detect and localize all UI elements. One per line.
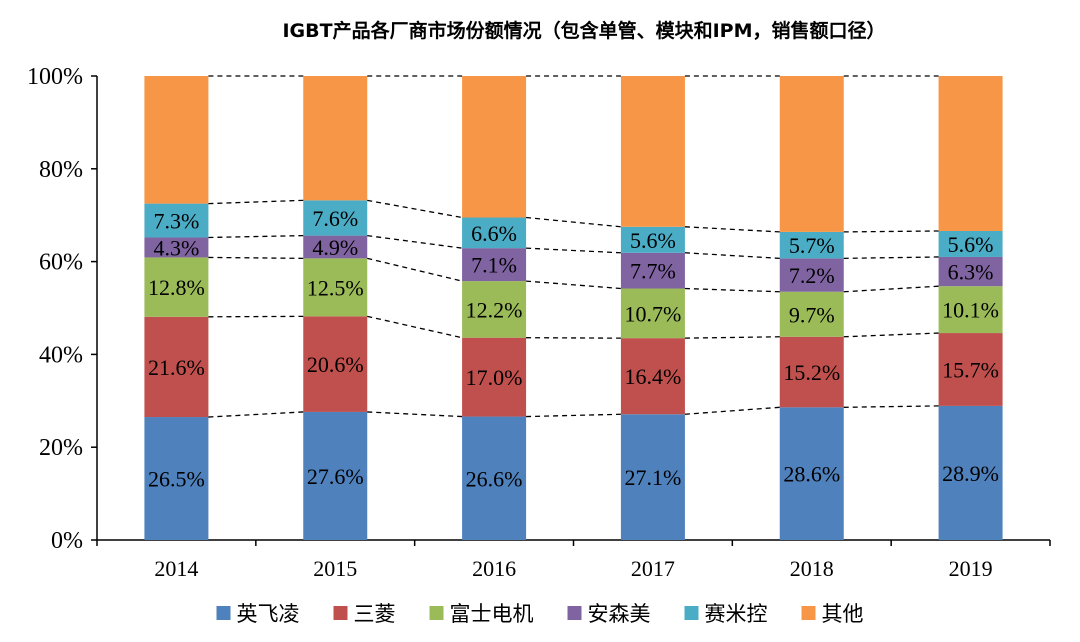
x-tick-label-2016: 2016 — [472, 556, 516, 581]
data-label-2014-s4: 7.3% — [154, 209, 200, 234]
data-label-2016-s0: 26.6% — [466, 466, 523, 491]
data-labels: 26.5% 21.6% 12.8% 4.3%7.3% 27.6% 20.6% 12.5% 4.… — [148, 206, 999, 492]
connector-line — [526, 218, 621, 227]
legend-swatch-2 — [430, 606, 444, 620]
data-label-2018-s3: 7.2% — [789, 263, 835, 288]
x-tick-label-2014: 2014 — [154, 556, 198, 581]
legend-label-5: 其他 — [822, 602, 864, 626]
x-tick-label-2015: 2015 — [313, 556, 357, 581]
y-tick-label: 40% — [39, 342, 83, 368]
legend-label-2: 富士电机 — [450, 602, 534, 626]
connector-line — [526, 281, 621, 288]
data-label-2018-s0: 28.6% — [783, 462, 840, 487]
legend-label-3: 安森美 — [588, 602, 651, 626]
connector-line — [367, 258, 462, 281]
bar-segment-2016-s5 — [462, 76, 526, 218]
y-tick-label: 20% — [39, 435, 83, 461]
connector-line — [844, 333, 939, 337]
y-tick-label: 100% — [27, 64, 83, 90]
connector-line — [685, 227, 780, 232]
bar-segment-2017-s5 — [621, 76, 685, 227]
legend-swatch-5 — [802, 606, 816, 620]
connector-line — [208, 236, 303, 238]
connector-line — [844, 406, 939, 407]
data-label-2015-s3: 4.9% — [312, 235, 358, 260]
legend-swatch-0 — [217, 606, 231, 620]
data-label-2017-s2: 10.7% — [625, 301, 682, 326]
legend-label-1: 三菱 — [354, 602, 396, 626]
data-label-2015-s4: 7.6% — [312, 206, 358, 231]
bar-segment-2014-s5 — [144, 76, 208, 204]
data-label-2019-s0: 28.9% — [942, 461, 999, 486]
data-label-2016-s4: 6.6% — [471, 221, 517, 246]
connector-line — [685, 407, 780, 414]
x-tick-label-2019: 2019 — [949, 556, 993, 581]
connector-line — [367, 236, 462, 249]
connector-line — [367, 200, 462, 217]
data-label-2014-s0: 26.5% — [148, 467, 205, 492]
connector-line — [526, 248, 621, 253]
connector-line — [844, 286, 939, 292]
bars — [144, 76, 1002, 540]
x-tick-label-2018: 2018 — [790, 556, 834, 581]
data-label-2018-s4: 5.7% — [789, 233, 835, 258]
data-label-2017-s3: 7.7% — [630, 259, 676, 284]
data-label-2016-s1: 17.0% — [466, 365, 523, 390]
data-label-2017-s4: 5.6% — [630, 228, 676, 253]
data-label-2019-s2: 10.1% — [942, 298, 999, 323]
x-tick-label-2017: 2017 — [631, 556, 675, 581]
data-label-2019-s1: 15.7% — [942, 357, 999, 382]
legend-swatch-3 — [568, 606, 582, 620]
data-label-2014-s3: 4.3% — [154, 235, 200, 260]
connector-line — [844, 257, 939, 258]
legend-label-0: 英飞凌 — [237, 602, 300, 626]
data-label-2017-s1: 16.4% — [625, 364, 682, 389]
legend-swatch-1 — [334, 606, 348, 620]
legend-swatch-4 — [685, 606, 699, 620]
connector-line — [526, 414, 621, 416]
data-label-2015-s2: 12.5% — [307, 275, 364, 300]
data-label-2019-s4: 5.6% — [948, 232, 994, 257]
connector-line — [208, 412, 303, 417]
data-label-2018-s2: 9.7% — [789, 302, 835, 327]
bar-segment-2019-s5 — [939, 76, 1003, 231]
connector-line — [685, 289, 780, 292]
y-tick-label: 0% — [51, 528, 83, 554]
connector-line — [685, 253, 780, 259]
legend-label-4: 赛米控 — [705, 602, 768, 626]
data-label-2015-s0: 27.6% — [307, 464, 364, 489]
connector-line — [367, 412, 462, 417]
connector-line — [208, 200, 303, 203]
data-label-2016-s2: 12.2% — [466, 297, 523, 322]
connector-line — [685, 337, 780, 338]
data-label-2018-s1: 15.2% — [783, 360, 840, 385]
connector-line — [208, 257, 303, 258]
connector-line — [844, 231, 939, 232]
bar-segment-2015-s5 — [303, 76, 367, 200]
y-tick-label: 60% — [39, 250, 83, 276]
data-label-2019-s3: 6.3% — [948, 260, 994, 285]
data-label-2016-s3: 7.1% — [471, 253, 517, 278]
bar-segment-2018-s5 — [780, 76, 844, 232]
chart-title: IGBT产品各厂商市场份额情况（包含单管、模块和IPM，销售额口径） — [282, 19, 885, 42]
data-label-2014-s2: 12.8% — [148, 275, 205, 300]
legend: 英飞凌 三菱 富士电机 安森美 赛米控 其他 — [217, 602, 864, 626]
data-label-2014-s1: 21.6% — [148, 355, 205, 380]
y-tick-label: 80% — [39, 157, 83, 183]
data-label-2015-s1: 20.6% — [307, 352, 364, 377]
connector-line — [367, 316, 462, 337]
data-label-2017-s0: 27.1% — [625, 465, 682, 490]
